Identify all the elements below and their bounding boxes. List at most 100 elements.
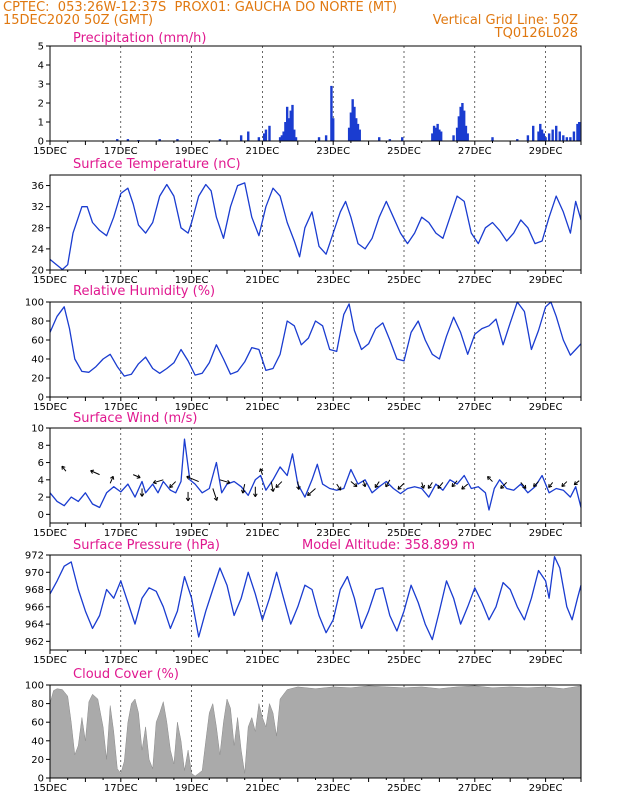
wind-arrowhead (427, 484, 432, 489)
precip-bar (539, 123, 542, 141)
precip-bar (544, 137, 547, 141)
precip-bar (278, 137, 282, 141)
series-line (49, 438, 582, 511)
x-tick-label: 25DEC (387, 528, 421, 539)
precip-bar (457, 116, 461, 141)
x-tick-label: 19DEC (175, 528, 209, 539)
x-tick-label: 15DEC (33, 528, 67, 539)
precip-bar (349, 112, 353, 141)
precip-bar (578, 122, 581, 141)
wind-arrowhead (362, 483, 367, 488)
x-tick-label: 17DEC (104, 528, 138, 539)
wind-arrowhead (186, 475, 191, 480)
precip-bar (293, 129, 296, 141)
x-tick-label: 15DEC (33, 783, 67, 794)
y-tick-label: 20 (31, 374, 44, 385)
panel-frame (49, 427, 582, 524)
y-tick-label: 20 (31, 266, 44, 277)
wind-arrow (109, 476, 114, 484)
y-tick-label: 3 (38, 80, 44, 91)
wind-arrowhead (397, 485, 402, 490)
wind-arrowhead (136, 474, 141, 479)
x-tick-label: 21DEC (246, 146, 280, 157)
x-tick-label: 21DEC (246, 528, 280, 539)
precip-bar (378, 137, 381, 141)
wind-arrow (132, 474, 141, 479)
y-tick-label: 972 (25, 551, 44, 562)
y-tick-label: 60 (31, 718, 44, 729)
x-tick-label: 27DEC (458, 275, 492, 286)
wind-arrow (362, 480, 366, 487)
precip-bar (347, 127, 351, 141)
wind-arrow (350, 481, 358, 487)
x-tick-label: 29DEC (529, 783, 563, 794)
y-tick-label: 0 (38, 137, 44, 148)
wind-arrowhead (420, 484, 426, 489)
precip-bar (294, 137, 298, 141)
wind-arrowhead (296, 486, 301, 490)
panel-title: Precipitation (mm/h) (73, 31, 206, 46)
series-line (49, 301, 582, 377)
wind-arrow (242, 484, 246, 494)
wind-arrow (153, 479, 164, 484)
precip-bar (358, 129, 361, 141)
precip-bar (562, 135, 565, 141)
x-tick-label: 17DEC (104, 146, 138, 157)
panel-2 (46, 301, 582, 401)
x-tick-label: 21DEC (246, 275, 280, 286)
x-tick-label: 17DEC (104, 275, 138, 286)
wind-arrowhead (533, 483, 538, 488)
wind-arrowhead (353, 483, 358, 488)
x-tick-label: 17DEC (104, 402, 138, 413)
y-tick-label: 970 (25, 568, 44, 579)
x-tick-label: 27DEC (458, 402, 492, 413)
y-tick-label: 6 (38, 458, 44, 469)
x-tick-label: 23DEC (316, 655, 350, 666)
precip-bar (555, 125, 558, 141)
wind-arrowhead (90, 469, 95, 474)
y-tick-label: 60 (31, 336, 44, 347)
precip-bar (455, 127, 459, 141)
wind-arrow (533, 481, 539, 487)
y-tick-label: 2 (38, 99, 44, 110)
x-tick-label: 19DEC (175, 275, 209, 286)
precip-bar (264, 129, 268, 141)
precip-bar (491, 137, 494, 141)
wind-arrowhead (437, 484, 442, 489)
precip-bar (388, 139, 392, 141)
x-tick-label: 29DEC (529, 146, 563, 157)
y-tick-label: 4 (38, 475, 44, 486)
precip-bar (239, 135, 243, 141)
x-tick-label: 19DEC (175, 655, 209, 666)
precip-bar (432, 125, 436, 141)
x-tick-label: 29DEC (529, 655, 563, 666)
wind-arrow (437, 482, 444, 489)
precip-bar (353, 106, 356, 141)
y-tick-label: 28 (31, 223, 44, 234)
wind-arrowhead (337, 486, 342, 491)
precip-bar (452, 135, 455, 141)
x-tick-label: 15DEC (33, 146, 67, 157)
x-tick-label: 27DEC (458, 528, 492, 539)
wind-arrow (270, 481, 274, 492)
cloud-area (49, 685, 582, 779)
x-tick-label: 25DEC (387, 402, 421, 413)
precip-bar (540, 129, 544, 141)
precip-bar (247, 131, 250, 141)
wind-arrowhead (185, 497, 191, 502)
wind-arrowhead (561, 483, 566, 488)
y-tick-label: 962 (25, 637, 44, 648)
precip-bar (282, 131, 285, 141)
panel-frame (49, 301, 582, 398)
y-tick-label: 1 (38, 118, 44, 129)
precip-bar (401, 137, 404, 141)
panel-title: Cloud Cover (%) (73, 667, 179, 682)
wind-arrowhead (573, 481, 578, 486)
x-tick-label: 29DEC (529, 275, 563, 286)
precip-bar (526, 135, 530, 141)
precip-bar (438, 129, 441, 141)
wind-arrow (520, 482, 527, 489)
wind-arrow (421, 482, 425, 489)
precip-bar (434, 127, 438, 141)
x-tick-label: 25DEC (387, 275, 421, 286)
